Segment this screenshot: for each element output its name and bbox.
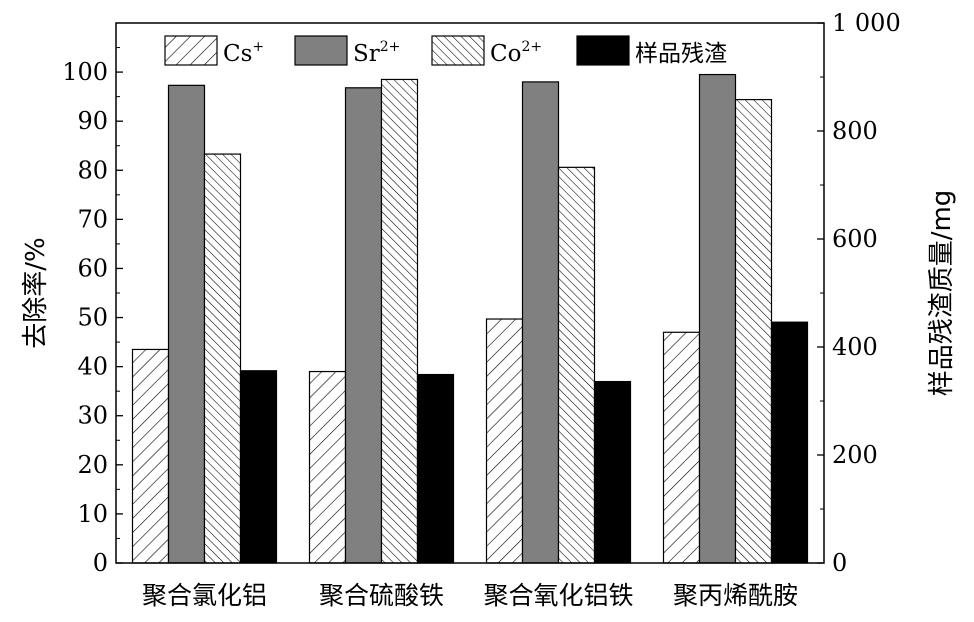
- bar-2-2: [344, 87, 383, 564]
- bar-2-3: [521, 81, 560, 564]
- y2-tick-label: 400: [832, 333, 878, 361]
- y-tick-label: 90: [77, 107, 108, 135]
- bar-4-1: [239, 370, 278, 564]
- y-tick-label: 50: [77, 304, 108, 332]
- y-tick-label: 40: [77, 353, 108, 381]
- bar-3-1: [203, 153, 242, 564]
- legend-label-4: 样品残渣: [635, 41, 727, 67]
- y-axis-label: 去除率/%: [21, 237, 51, 348]
- bar-1-1: [131, 348, 170, 564]
- legend: Cs+ Sr2+ Co2+ 样品残渣: [164, 35, 727, 67]
- y2-tick-label: 200: [832, 441, 878, 469]
- legend-swatch-3: [431, 35, 485, 66]
- legend-swatch-2: [294, 35, 348, 66]
- y-tick-label: 80: [77, 156, 108, 184]
- x-tick-label: 聚合氧化铝铁: [483, 581, 633, 610]
- bar-2-1: [167, 84, 206, 564]
- y-tick-label: 10: [77, 500, 108, 528]
- bar-1-4: [662, 331, 701, 564]
- bar-4-2: [416, 373, 455, 564]
- y2-axis-label: 样品残渣质量/mg: [927, 190, 957, 397]
- bar-4-4: [770, 321, 809, 564]
- bar-3-4: [734, 98, 773, 564]
- x-tick-label: 聚合硫酸铁: [319, 581, 444, 610]
- bar-4-3: [593, 380, 632, 564]
- legend-label-1: Cs+: [223, 39, 264, 67]
- y2-tick-label: 800: [832, 117, 878, 145]
- bar-1-2: [308, 370, 347, 564]
- legend-label-2: Sr2+: [353, 39, 400, 67]
- bar-2-4: [698, 73, 737, 564]
- y2-tick-label: 1 000: [832, 9, 901, 37]
- y2-tick-label: 0: [832, 549, 847, 577]
- legend-label-3: Co2+: [490, 39, 542, 67]
- bar-3-2: [380, 78, 419, 564]
- legend-swatch-1: [164, 35, 218, 66]
- y2-tick-label: 600: [832, 225, 878, 253]
- y-tick-label: 60: [77, 254, 108, 282]
- legend-swatch-4: [576, 35, 630, 66]
- bars-layer: [131, 73, 809, 564]
- x-tick-label: 聚合氯化铝: [142, 581, 267, 610]
- y-tick-label: 100: [62, 58, 108, 86]
- bar-3-3: [557, 166, 596, 564]
- y-tick-label: 20: [77, 451, 108, 479]
- y-tick-label: 30: [77, 402, 108, 430]
- y-tick-label: 70: [77, 205, 108, 233]
- bar-1-3: [485, 318, 524, 564]
- y-tick-label: 0: [93, 549, 108, 577]
- x-tick-label: 聚丙烯酰胺: [673, 581, 798, 610]
